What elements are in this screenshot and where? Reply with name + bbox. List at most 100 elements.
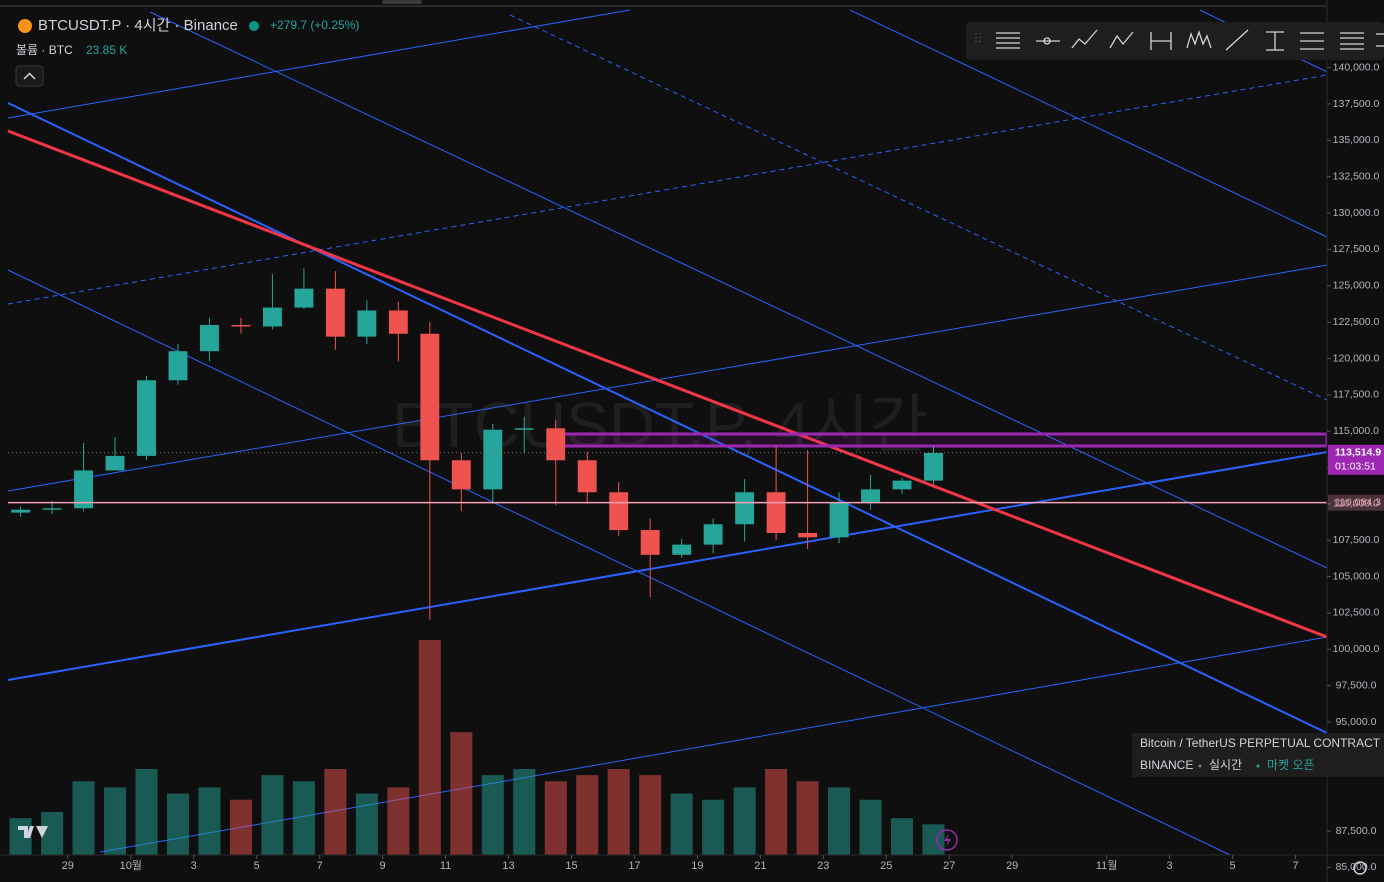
price-badge: [1328, 444, 1384, 475]
title: BTCUSDT.P · 4시간 · Binance: [38, 17, 238, 34]
x-tick-label: 11월: [1096, 859, 1118, 872]
collapse-icon: [23, 72, 36, 80]
volume-bar: [41, 812, 64, 855]
logo: [18, 826, 48, 838]
tool-icon[interactable]: [1150, 32, 1172, 50]
volume-bar: [922, 824, 945, 855]
volume-bar: [607, 769, 630, 855]
candle-body: [892, 480, 912, 490]
x-tick-label: 15: [565, 860, 577, 872]
y-tick-label: 87,500.0: [1336, 825, 1377, 837]
volume-label: 볼륨 · BTC: [16, 43, 73, 57]
candle-body: [829, 502, 849, 538]
volume-value: 23.85 K: [86, 43, 127, 57]
x-tick-label: 17: [628, 860, 640, 872]
tool-icon[interactable]: [1071, 29, 1098, 49]
candle-body: [924, 452, 943, 481]
tool-icon[interactable]: [1376, 33, 1384, 47]
y-tick-label: 137,500.0: [1333, 98, 1380, 110]
y-tick-label: 115,000.0: [1333, 425, 1379, 437]
candle-body: [200, 325, 219, 352]
x-tick-label: 29: [1006, 860, 1018, 872]
separator: [1256, 764, 1260, 768]
y-tick-label: 110,000.0: [1333, 498, 1379, 510]
x-tick-label: 3: [1167, 860, 1173, 872]
x-tick-label: 7: [1292, 860, 1298, 872]
x-tick-label: 27: [943, 860, 955, 872]
level-badge: [1328, 494, 1384, 511]
exchange: BINANCE: [1140, 758, 1193, 772]
y-tick-label: 107,500.0: [1333, 534, 1380, 546]
x-tick-label: 10월: [120, 859, 142, 872]
flash-icon: [944, 833, 951, 847]
y-tick-label: 140,000.0: [1333, 61, 1380, 73]
y-tick-label: 95,000.0: [1336, 716, 1377, 728]
tool-icon[interactable]: [1266, 31, 1284, 51]
volume-bar: [859, 799, 882, 855]
tool-icon[interactable]: [1300, 32, 1324, 50]
candle-body: [514, 428, 534, 430]
volume-bar: [72, 781, 95, 855]
volume-bar: [166, 793, 190, 855]
candle-body: [451, 460, 471, 490]
feed: 실시간: [1209, 758, 1242, 772]
market-status: 마켓 오픈: [1267, 758, 1315, 772]
x-tick-label: 7: [317, 860, 323, 872]
level-label: 110,084.3: [1335, 496, 1381, 508]
x-tick-label: 11: [440, 860, 451, 872]
volume-bar: [104, 787, 127, 855]
volume-bar: [576, 775, 599, 855]
tool-icon[interactable]: [1109, 31, 1134, 49]
candle-body: [137, 380, 156, 456]
volume-bar: [765, 769, 788, 855]
y-tick-label: 117,500.0: [1333, 389, 1379, 401]
y-tick-label: 127,500.0: [1333, 243, 1380, 255]
x-tick-label: 5: [1229, 860, 1235, 872]
volume-bar: [828, 787, 851, 855]
volume-bar: [292, 781, 315, 855]
countdown: 01:03:51: [1335, 461, 1376, 473]
volume-bar: [450, 732, 473, 855]
x-tick-label: 25: [880, 860, 892, 872]
candle-body: [357, 310, 377, 337]
symbol-icon: [18, 19, 32, 33]
y-tick-label: 130,000.0: [1333, 207, 1380, 219]
volume-bar: [387, 787, 410, 855]
y-tick-label: 122,500.0: [1333, 316, 1380, 328]
volume-bar: [198, 787, 221, 855]
y-tick-label: 100,000.0: [1333, 643, 1380, 655]
collapse-button[interactable]: [15, 65, 44, 87]
volume-bar: [702, 799, 725, 855]
x-tick-label: 13: [502, 860, 514, 872]
volume-bar: [481, 775, 504, 855]
candle-body: [640, 530, 660, 555]
tool-icon[interactable]: [996, 32, 1020, 49]
y-tick-label: 125,000.0: [1333, 280, 1380, 292]
candle-body: [105, 455, 125, 471]
tool-icon[interactable]: [1340, 32, 1364, 50]
tool-icon[interactable]: [1186, 29, 1212, 49]
volume-bar: [513, 769, 536, 855]
y-tick-label: 105,000.0: [1333, 570, 1380, 582]
volume-bar: [261, 775, 284, 855]
volume-bar: [135, 769, 158, 855]
handle: [382, 0, 422, 4]
x-tick-label: 9: [380, 860, 386, 872]
volume-bar: [639, 775, 662, 855]
y-tick-label: 135,000.0: [1333, 134, 1380, 146]
flash-button[interactable]: [936, 829, 958, 851]
candle-body: [11, 509, 31, 513]
candle-body: [735, 492, 755, 525]
settings-button[interactable]: [1353, 861, 1367, 875]
tool-icon[interactable]: [1225, 29, 1249, 51]
volume-bar: [355, 793, 378, 855]
x-tick-label: 5: [254, 860, 260, 872]
change: +279.7 (+0.25%): [270, 18, 359, 32]
tool-icon[interactable]: [1036, 37, 1060, 45]
y-tick-label: 97,500.0: [1336, 679, 1377, 691]
candle-body: [703, 524, 723, 545]
candle-body: [74, 470, 93, 509]
candle-body: [262, 307, 282, 327]
